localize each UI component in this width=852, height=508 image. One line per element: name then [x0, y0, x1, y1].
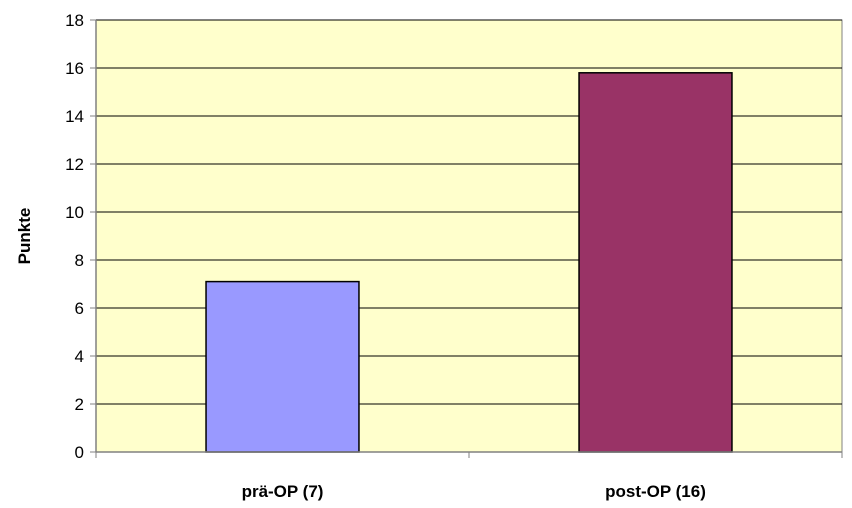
- y-tick-label: 18: [65, 11, 84, 30]
- y-axis-title: Punkte: [15, 208, 34, 265]
- y-tick-label: 8: [75, 251, 84, 270]
- y-tick-label: 14: [65, 107, 84, 126]
- axes: [90, 19, 843, 458]
- y-tick-label: 16: [65, 59, 84, 78]
- x-category-label: prä-OP (7): [242, 482, 324, 501]
- y-tick-label: 10: [65, 203, 84, 222]
- y-tick-labels: 0 2 4 6 8 10 12 14 16 18: [65, 11, 84, 462]
- y-tick-label: 0: [75, 443, 84, 462]
- x-category-label: post-OP (16): [605, 482, 706, 501]
- y-tick-label: 12: [65, 155, 84, 174]
- bar: [205, 280, 360, 453]
- y-tick-label: 2: [75, 395, 84, 414]
- y-tick-label: 6: [75, 299, 84, 318]
- x-category-labels: prä-OP (7) post-OP (16): [242, 482, 706, 501]
- bars: [205, 72, 733, 453]
- bar: [578, 72, 733, 453]
- y-tick-label: 4: [75, 347, 84, 366]
